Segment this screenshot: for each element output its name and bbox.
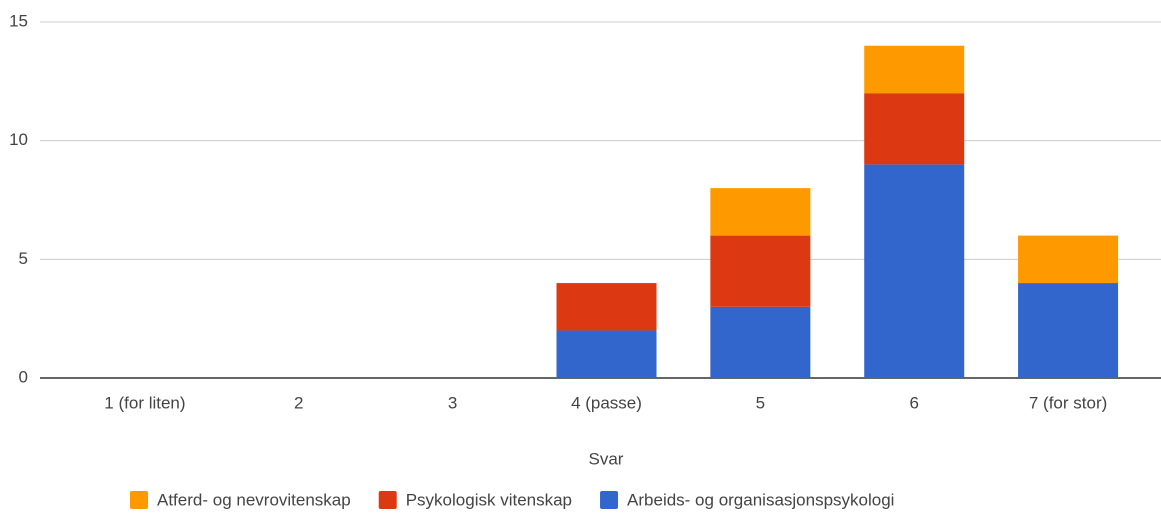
bar-segment (864, 164, 965, 378)
legend-swatch (600, 491, 619, 509)
bar-segment (864, 93, 965, 165)
bar-segment (1018, 235, 1119, 284)
legend-swatch (378, 491, 397, 509)
bar-segment (556, 330, 657, 378)
x-tick-label: 4 (passe) (571, 393, 642, 412)
x-tick-label: 2 (294, 393, 303, 412)
y-tick-label: 15 (9, 11, 28, 30)
x-tick-label: 7 (for stor) (1029, 393, 1107, 412)
legend-swatch (130, 491, 148, 509)
legend-label: Arbeids- og organisasjonspsykologi (627, 490, 894, 509)
bar-segment (710, 188, 811, 236)
legend-label: Psykologisk vitenskap (406, 490, 572, 509)
y-tick-label: 0 (19, 367, 28, 386)
bar-segment (710, 235, 811, 307)
y-tick-label: 5 (19, 249, 28, 268)
bar-segment (864, 45, 965, 94)
x-tick-label: 6 (909, 393, 918, 412)
y-tick-label: 10 (9, 130, 28, 149)
x-tick-label: 5 (756, 393, 765, 412)
x-tick-label: 3 (448, 393, 457, 412)
legend-label: Atferd- og nevrovitenskap (157, 490, 351, 509)
x-tick-label: 1 (for liten) (104, 393, 185, 412)
x-axis-label: Svar (589, 449, 624, 468)
bar-segment (1018, 283, 1119, 378)
bar-segment (556, 283, 657, 331)
bar-segment (710, 306, 811, 378)
